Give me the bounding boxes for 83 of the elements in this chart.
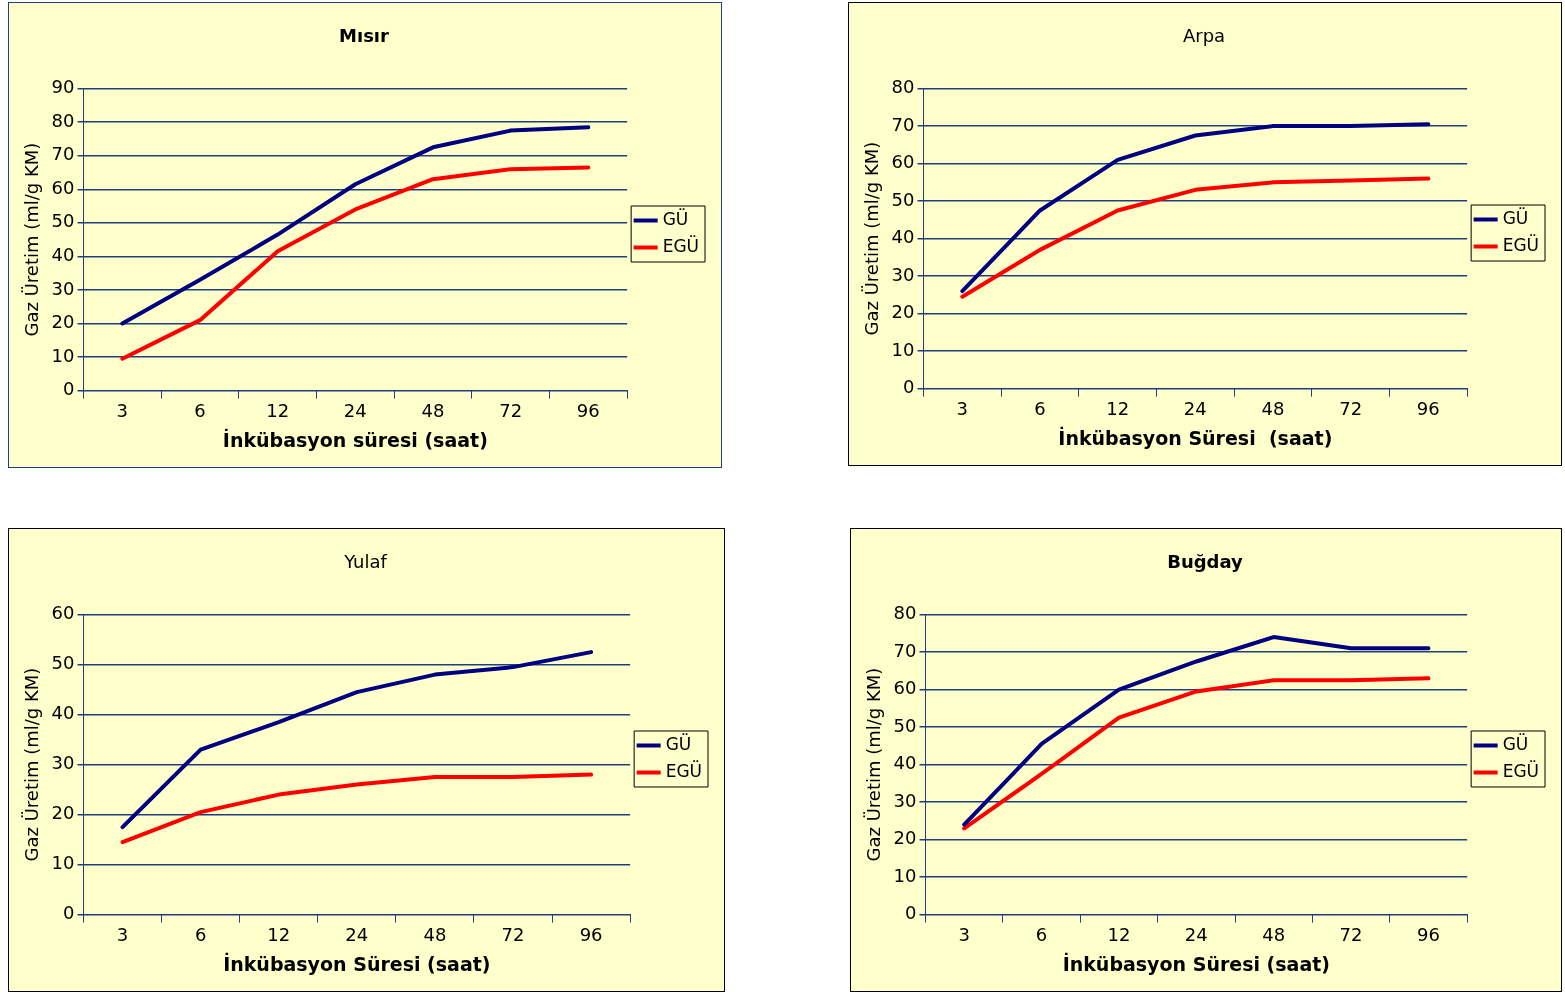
y-tick-label: 90 xyxy=(51,76,75,98)
x-tick-label: 6 xyxy=(1035,924,1048,946)
y-tick-label: 80 xyxy=(891,76,915,98)
y-tick-label: 40 xyxy=(51,244,75,266)
y-tick-label: 70 xyxy=(51,143,75,165)
x-tick-label: 48 xyxy=(1262,924,1286,946)
legend-label: EGÜ xyxy=(665,759,702,781)
legend-label: GÜ xyxy=(662,207,689,229)
x-tick-label: 96 xyxy=(1416,398,1440,420)
x-tick-label: 12 xyxy=(266,400,290,422)
x-axis-title: İnkübasyon Süresi (saat) xyxy=(1058,425,1333,449)
x-tick-label: 6 xyxy=(194,400,206,422)
legend-label: GÜ xyxy=(1502,732,1529,754)
y-tick-label: 0 xyxy=(63,902,75,924)
x-tick-label: 12 xyxy=(1107,924,1131,946)
chart-title: Yulaf xyxy=(343,551,388,573)
x-tick-label: 3 xyxy=(956,398,969,420)
y-tick-label: 10 xyxy=(891,338,915,360)
y-tick-label: 20 xyxy=(51,802,75,824)
x-tick-label: 12 xyxy=(267,924,291,946)
x-tick-label: 3 xyxy=(116,400,129,422)
x-tick-label: 24 xyxy=(1184,924,1208,946)
y-tick-label: 60 xyxy=(51,176,75,198)
x-tick-label: 6 xyxy=(1034,398,1046,420)
x-axis-title: İnkübasyon süresi (saat) xyxy=(222,427,488,451)
y-tick-label: 10 xyxy=(51,852,75,874)
y-tick-label: 30 xyxy=(891,263,915,285)
x-tick-label: 72 xyxy=(1339,924,1363,946)
chart-title: Mısır xyxy=(339,25,390,47)
x-tick-label: 3 xyxy=(116,924,129,946)
x-tick-label: 24 xyxy=(343,400,367,422)
y-axis-title: Gaz Üretim (ml/g KM) xyxy=(21,667,43,862)
x-tick-label: 72 xyxy=(501,924,525,946)
y-axis-title: Gaz Üretim (ml/g KM) xyxy=(861,141,883,336)
y-tick-label: 10 xyxy=(893,864,917,886)
y-tick-label: 50 xyxy=(51,210,75,232)
y-tick-label: 30 xyxy=(51,752,75,774)
y-axis-title: Gaz Üretim (ml/g KM) xyxy=(863,667,885,862)
x-tick-label: 3 xyxy=(958,924,970,946)
y-tick-label: 10 xyxy=(51,344,75,366)
y-tick-label: 40 xyxy=(51,702,75,724)
x-tick-label: 48 xyxy=(421,400,445,422)
x-axis-title: İnkübasyon Süresi (saat) xyxy=(1062,951,1331,975)
y-tick-label: 60 xyxy=(51,602,75,624)
x-tick-label: 24 xyxy=(1183,398,1207,420)
y-tick-label: 60 xyxy=(893,677,917,699)
y-tick-label: 40 xyxy=(891,226,915,248)
y-tick-label: 0 xyxy=(903,376,915,398)
y-tick-label: 0 xyxy=(63,378,75,400)
x-tick-label: 6 xyxy=(194,924,207,946)
y-tick-label: 20 xyxy=(891,301,915,323)
legend-label: EGÜ xyxy=(662,234,699,256)
y-tick-label: 70 xyxy=(891,113,915,135)
y-tick-label: 50 xyxy=(891,188,915,210)
x-tick-label: 72 xyxy=(499,400,523,422)
x-tick-label: 48 xyxy=(423,924,447,946)
y-tick-label: 80 xyxy=(51,109,75,131)
x-axis-title: İnkübasyon Süresi (saat) xyxy=(223,951,491,975)
x-tick-label: 96 xyxy=(1417,924,1440,946)
y-tick-label: 20 xyxy=(893,827,917,849)
x-tick-label: 24 xyxy=(345,924,369,946)
x-tick-label: 96 xyxy=(579,924,603,946)
x-tick-label: 48 xyxy=(1261,398,1285,420)
y-tick-label: 50 xyxy=(51,652,75,674)
y-tick-label: 30 xyxy=(893,789,917,811)
x-tick-label: 12 xyxy=(1106,398,1130,420)
y-tick-label: 20 xyxy=(51,311,75,333)
legend-label: GÜ xyxy=(1502,206,1529,228)
y-tick-label: 80 xyxy=(893,602,917,624)
y-axis-title: Gaz Üretim (ml/g KM) xyxy=(21,142,43,337)
legend-label: EGÜ xyxy=(1502,233,1539,255)
chart-title: Buğday xyxy=(1167,551,1244,573)
chart-title: Arpa xyxy=(1182,25,1226,47)
y-tick-label: 60 xyxy=(891,151,915,173)
y-tick-label: 0 xyxy=(905,902,917,924)
y-tick-label: 50 xyxy=(893,714,917,736)
x-tick-label: 72 xyxy=(1339,398,1363,420)
y-tick-label: 70 xyxy=(893,639,917,661)
legend-label: GÜ xyxy=(665,732,692,754)
legend-label: EGÜ xyxy=(1502,759,1539,781)
y-tick-label: 30 xyxy=(51,277,75,299)
x-tick-label: 96 xyxy=(576,400,600,422)
y-tick-label: 40 xyxy=(893,752,917,774)
